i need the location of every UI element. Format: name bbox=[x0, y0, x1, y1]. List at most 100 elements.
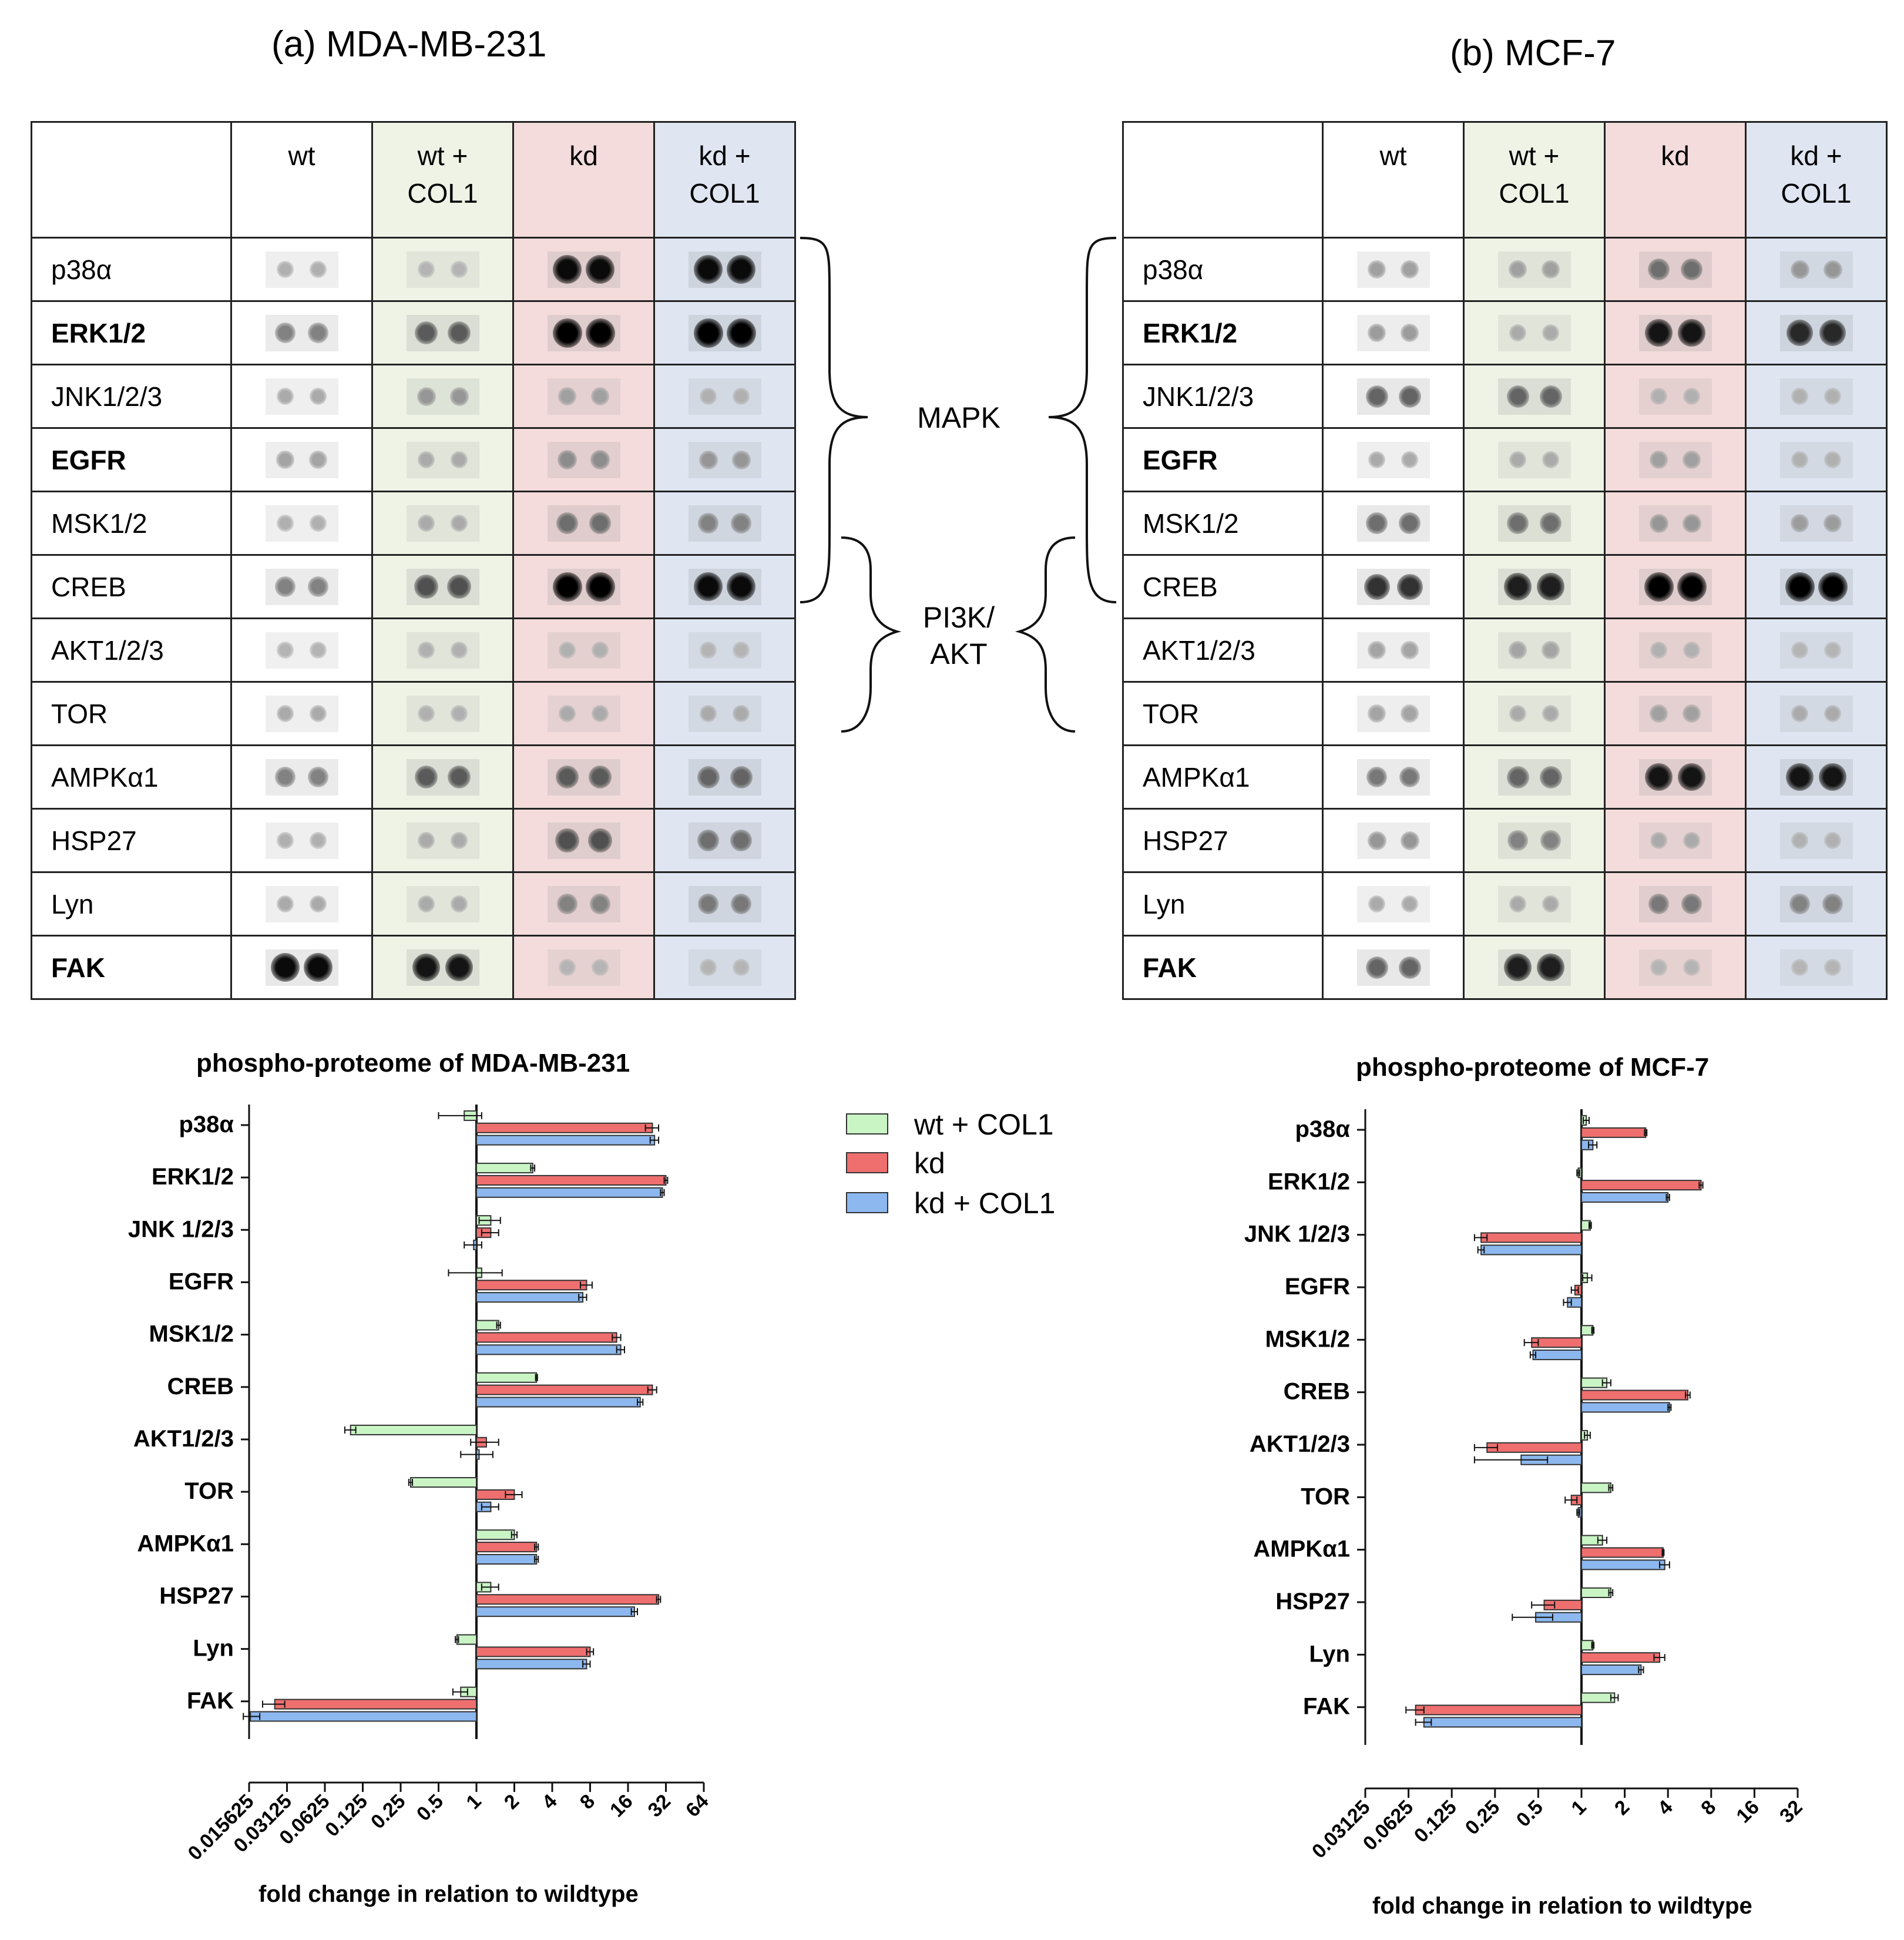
bar-kd bbox=[1581, 1180, 1702, 1191]
blot-spot bbox=[1644, 318, 1673, 347]
bar-kd bbox=[1581, 1652, 1661, 1663]
blot-cell-wt bbox=[1322, 808, 1465, 873]
blot-cell-kd-col1 bbox=[1745, 427, 1888, 492]
blot-cell-kd bbox=[512, 617, 655, 683]
blot-cell-kd-col1 bbox=[1745, 681, 1888, 746]
blot-spot bbox=[308, 767, 328, 787]
dot-blot-image bbox=[1638, 632, 1712, 669]
blot-spot bbox=[308, 323, 328, 343]
blot-spot bbox=[1677, 763, 1706, 791]
bar-wt-col1 bbox=[409, 1477, 477, 1488]
blot-spot bbox=[412, 953, 441, 982]
dot-blot-image bbox=[1638, 885, 1712, 922]
blot-cell-kd-col1 bbox=[653, 681, 796, 746]
dot-blot-image bbox=[1497, 505, 1571, 542]
bar-kd bbox=[476, 1122, 653, 1133]
blot-cell-kd bbox=[1604, 237, 1747, 302]
blot-cell-kd bbox=[1604, 808, 1747, 873]
dot-blot-image bbox=[547, 314, 620, 351]
blot-spot bbox=[1400, 323, 1419, 343]
blot-spot bbox=[557, 449, 577, 470]
dot-blot-image bbox=[1638, 695, 1712, 732]
blot-spot bbox=[1681, 259, 1702, 280]
blot-spot bbox=[1509, 260, 1527, 278]
blot-spot bbox=[585, 572, 615, 602]
protein-label: JNK1/2/3 bbox=[1122, 364, 1324, 429]
blot-cell-kd bbox=[512, 935, 655, 1000]
blot-spot bbox=[1648, 893, 1670, 915]
blot-spot bbox=[1537, 954, 1564, 981]
bar-kd bbox=[1486, 1442, 1583, 1453]
dot-blot-image bbox=[1356, 314, 1430, 351]
blot-row: FAK bbox=[1122, 935, 1888, 1000]
dot-blot-image bbox=[406, 758, 479, 796]
blot-spot bbox=[447, 575, 471, 599]
category-label: ERK1/2 bbox=[152, 1164, 234, 1190]
blot-spot bbox=[1542, 260, 1560, 278]
bar-wt-col1 bbox=[456, 1634, 478, 1645]
blot-table-mda: wt wt + COL1 kd kd + COL1 p38α ERK1/2 JNK1/2… bbox=[31, 121, 796, 1000]
blot-spot bbox=[698, 513, 718, 533]
blot-cell-kd bbox=[1604, 364, 1747, 429]
legend-label-wt-col1: wt + COL1 bbox=[914, 1108, 1054, 1141]
blot-spot bbox=[733, 388, 750, 405]
dot-blot-image bbox=[547, 758, 620, 796]
pathway-braces bbox=[800, 237, 1117, 733]
blot-spot bbox=[1790, 260, 1809, 279]
blot-spot bbox=[451, 261, 468, 278]
blot-spot bbox=[697, 830, 719, 851]
bar-kd bbox=[1581, 1127, 1647, 1138]
blot-cell-wt-col1 bbox=[1463, 364, 1606, 429]
blot-spot bbox=[1791, 959, 1808, 976]
dot-blot-image bbox=[406, 441, 479, 478]
blot-spot bbox=[1401, 641, 1419, 659]
dot-blot-image bbox=[688, 632, 761, 669]
blot-spot bbox=[1791, 642, 1808, 659]
blot-spot bbox=[1400, 831, 1419, 850]
dot-blot-image bbox=[1497, 822, 1571, 859]
blot-cell-kd-col1 bbox=[1745, 744, 1888, 810]
blot-spot bbox=[1401, 895, 1419, 913]
blot-cell-kd-col1 bbox=[653, 744, 796, 810]
blot-spot bbox=[1650, 388, 1667, 405]
blot-cell-wt-col1 bbox=[371, 617, 514, 683]
blot-spot bbox=[276, 451, 294, 469]
blot-spot bbox=[1368, 704, 1386, 723]
blot-cell-wt bbox=[1322, 617, 1465, 683]
blot-spot bbox=[417, 387, 436, 406]
legend-label-kd-col1: kd + COL1 bbox=[914, 1187, 1056, 1220]
col-header-kd-col1: kd + COL1 bbox=[653, 121, 796, 239]
blot-spot bbox=[1650, 959, 1667, 976]
blot-cell-wt-col1 bbox=[371, 554, 514, 619]
blot-spot bbox=[592, 959, 609, 976]
blot-spot bbox=[727, 255, 755, 284]
dot-blot-image bbox=[1356, 758, 1430, 796]
blot-spot bbox=[730, 766, 753, 788]
blot-spot bbox=[417, 831, 435, 850]
bar-kd-col1 bbox=[476, 1397, 641, 1408]
protein-label: TOR bbox=[1122, 681, 1324, 746]
blot-spot bbox=[590, 449, 610, 470]
blot-cell-wt bbox=[230, 427, 373, 492]
legend: wt + COL1 kd kd + COL1 bbox=[846, 1107, 1093, 1225]
bar-kd-col1 bbox=[1581, 1559, 1665, 1570]
blot-spot bbox=[1785, 572, 1815, 602]
dot-blot-image bbox=[1779, 822, 1853, 859]
blot-cell-wt bbox=[230, 364, 373, 429]
blot-cell-kd bbox=[512, 871, 655, 937]
category-label: ERK1/2 bbox=[1268, 1169, 1350, 1194]
dot-blot-image bbox=[406, 822, 479, 859]
blot-spot bbox=[1650, 704, 1668, 723]
blot-spot bbox=[1650, 451, 1668, 469]
blot-row: HSP27 bbox=[31, 808, 796, 873]
blot-cell-wt-col1 bbox=[1463, 744, 1606, 810]
blot-spot bbox=[1401, 451, 1419, 469]
blot-cell-wt bbox=[230, 554, 373, 619]
dot-blot-image bbox=[1356, 822, 1430, 859]
blot-spot bbox=[1506, 766, 1529, 788]
dot-blot-image bbox=[688, 251, 761, 288]
category-label: MSK1/2 bbox=[1265, 1326, 1351, 1352]
blot-spot bbox=[1823, 513, 1842, 533]
bar-wt-col1 bbox=[1581, 1692, 1616, 1703]
